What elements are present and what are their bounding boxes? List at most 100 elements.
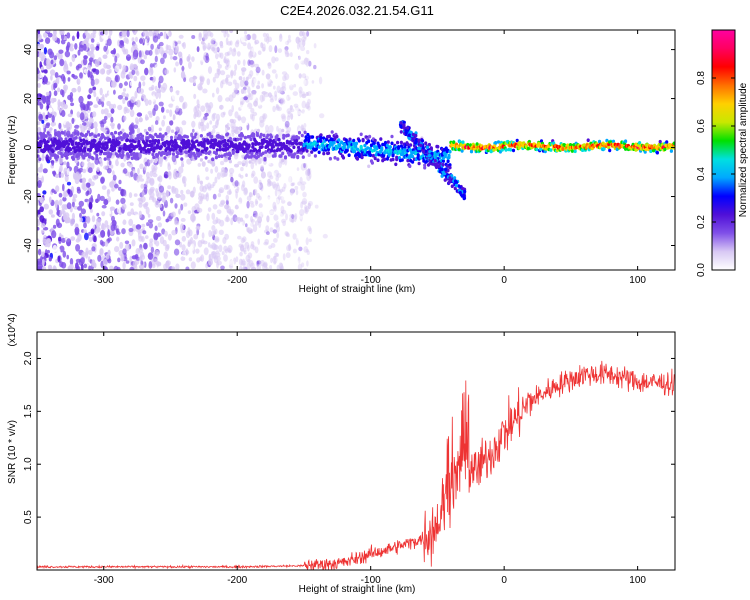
scatter-cell [240,237,246,244]
scatter-cell [59,245,65,253]
scatter-cell [276,224,280,233]
scatter-cell [53,30,57,37]
band-cell [353,149,357,154]
scatter-cell [76,31,80,40]
scatter-cell [199,184,204,192]
spectrogram-y-label: Frequency (Hz) [7,116,18,185]
scatter-cell [71,73,75,78]
scatter-cell [212,204,218,210]
band-cell [552,141,556,145]
scatter-cell [283,172,287,177]
band-cell [67,142,71,146]
scatter-cell [308,172,312,179]
band-cell [185,135,189,139]
scatter-cell [107,258,112,264]
scatter-cell [291,182,296,186]
scatter-cell [106,77,112,82]
branch-cell [404,131,408,135]
scatter-cell [70,102,75,107]
scatter-cell [97,254,102,262]
scatter-cell [168,103,174,108]
scatter-cell [254,246,259,254]
scatter-cell [292,233,297,240]
scatter-cell [257,216,262,224]
scatter-cell [136,127,140,134]
scatter-cell [305,248,309,253]
scatter-cell [101,204,107,209]
scatter-cell [48,209,54,215]
scatter-cell [212,125,218,129]
scatter-cell [100,177,105,185]
band-cell [151,135,155,140]
scatter-cell [42,238,47,244]
scatter-cell [37,226,40,231]
band-cell [150,142,154,146]
band-cell [390,141,394,146]
band-cell [371,153,375,158]
scatter-cell [228,188,232,195]
band-cell [427,142,431,147]
band-cell [475,142,479,146]
scatter-cell [87,161,92,168]
scatter-cell [131,69,136,76]
scatter-cell [297,181,302,186]
band-cell [261,151,265,156]
spectrogram-plot [37,30,675,270]
scatter-cell [279,86,284,93]
scatter-cell [254,158,258,166]
snr-plot [37,360,675,570]
scatter-cell [303,111,308,117]
scatter-cell [37,121,41,126]
band-cell [281,158,285,163]
scatter-cell [86,190,90,195]
scatter-cell [226,33,230,38]
band-cell [143,128,147,133]
branch-cell [402,120,406,125]
scatter-cell [299,209,305,216]
scatter-cell [180,223,184,231]
scatter-cell [52,170,55,175]
scatter-cell [67,77,71,82]
band-cell [272,149,276,153]
scatter-cell [304,163,308,170]
scatter-cell [301,198,308,205]
scatter-cell [175,105,180,112]
scatter-cell [253,188,258,196]
scatter-cell [275,105,280,109]
scatter-cell [190,132,194,138]
scatter-cell [182,102,186,110]
scatter-cell [69,61,73,67]
scatter-cell [230,176,234,183]
scatter-cell [247,244,250,252]
scatter-cell [150,43,154,50]
scatter-cell [96,212,100,217]
scatter-cell [180,70,186,79]
scatter-cell [69,258,74,266]
branch-cell [417,146,421,151]
scatter-cell [238,76,243,81]
scatter-cell [265,267,269,270]
scatter-cell [286,108,292,115]
band-cell [335,134,339,139]
scatter-cell [213,230,217,235]
scatter-cell [100,31,105,36]
scatter-cell [60,172,64,178]
band-cell [319,139,323,143]
scatter-cell [93,104,99,109]
scatter-cell [249,60,254,65]
band-cell [149,159,153,164]
scatter-cell [225,74,231,79]
scatter-cell [216,260,222,266]
scatter-cell [274,90,278,98]
band-cell [121,153,125,157]
band-cell [50,152,54,157]
scatter-cell [334,65,339,71]
scatter-cell [304,205,308,209]
scatter-cell [100,109,105,115]
branch-cell [406,126,410,130]
scatter-cell [66,161,70,169]
scatter-cell [78,95,84,104]
scatter-cell [48,107,53,113]
scatter-cell [198,199,203,205]
scatter-cell [327,169,332,176]
